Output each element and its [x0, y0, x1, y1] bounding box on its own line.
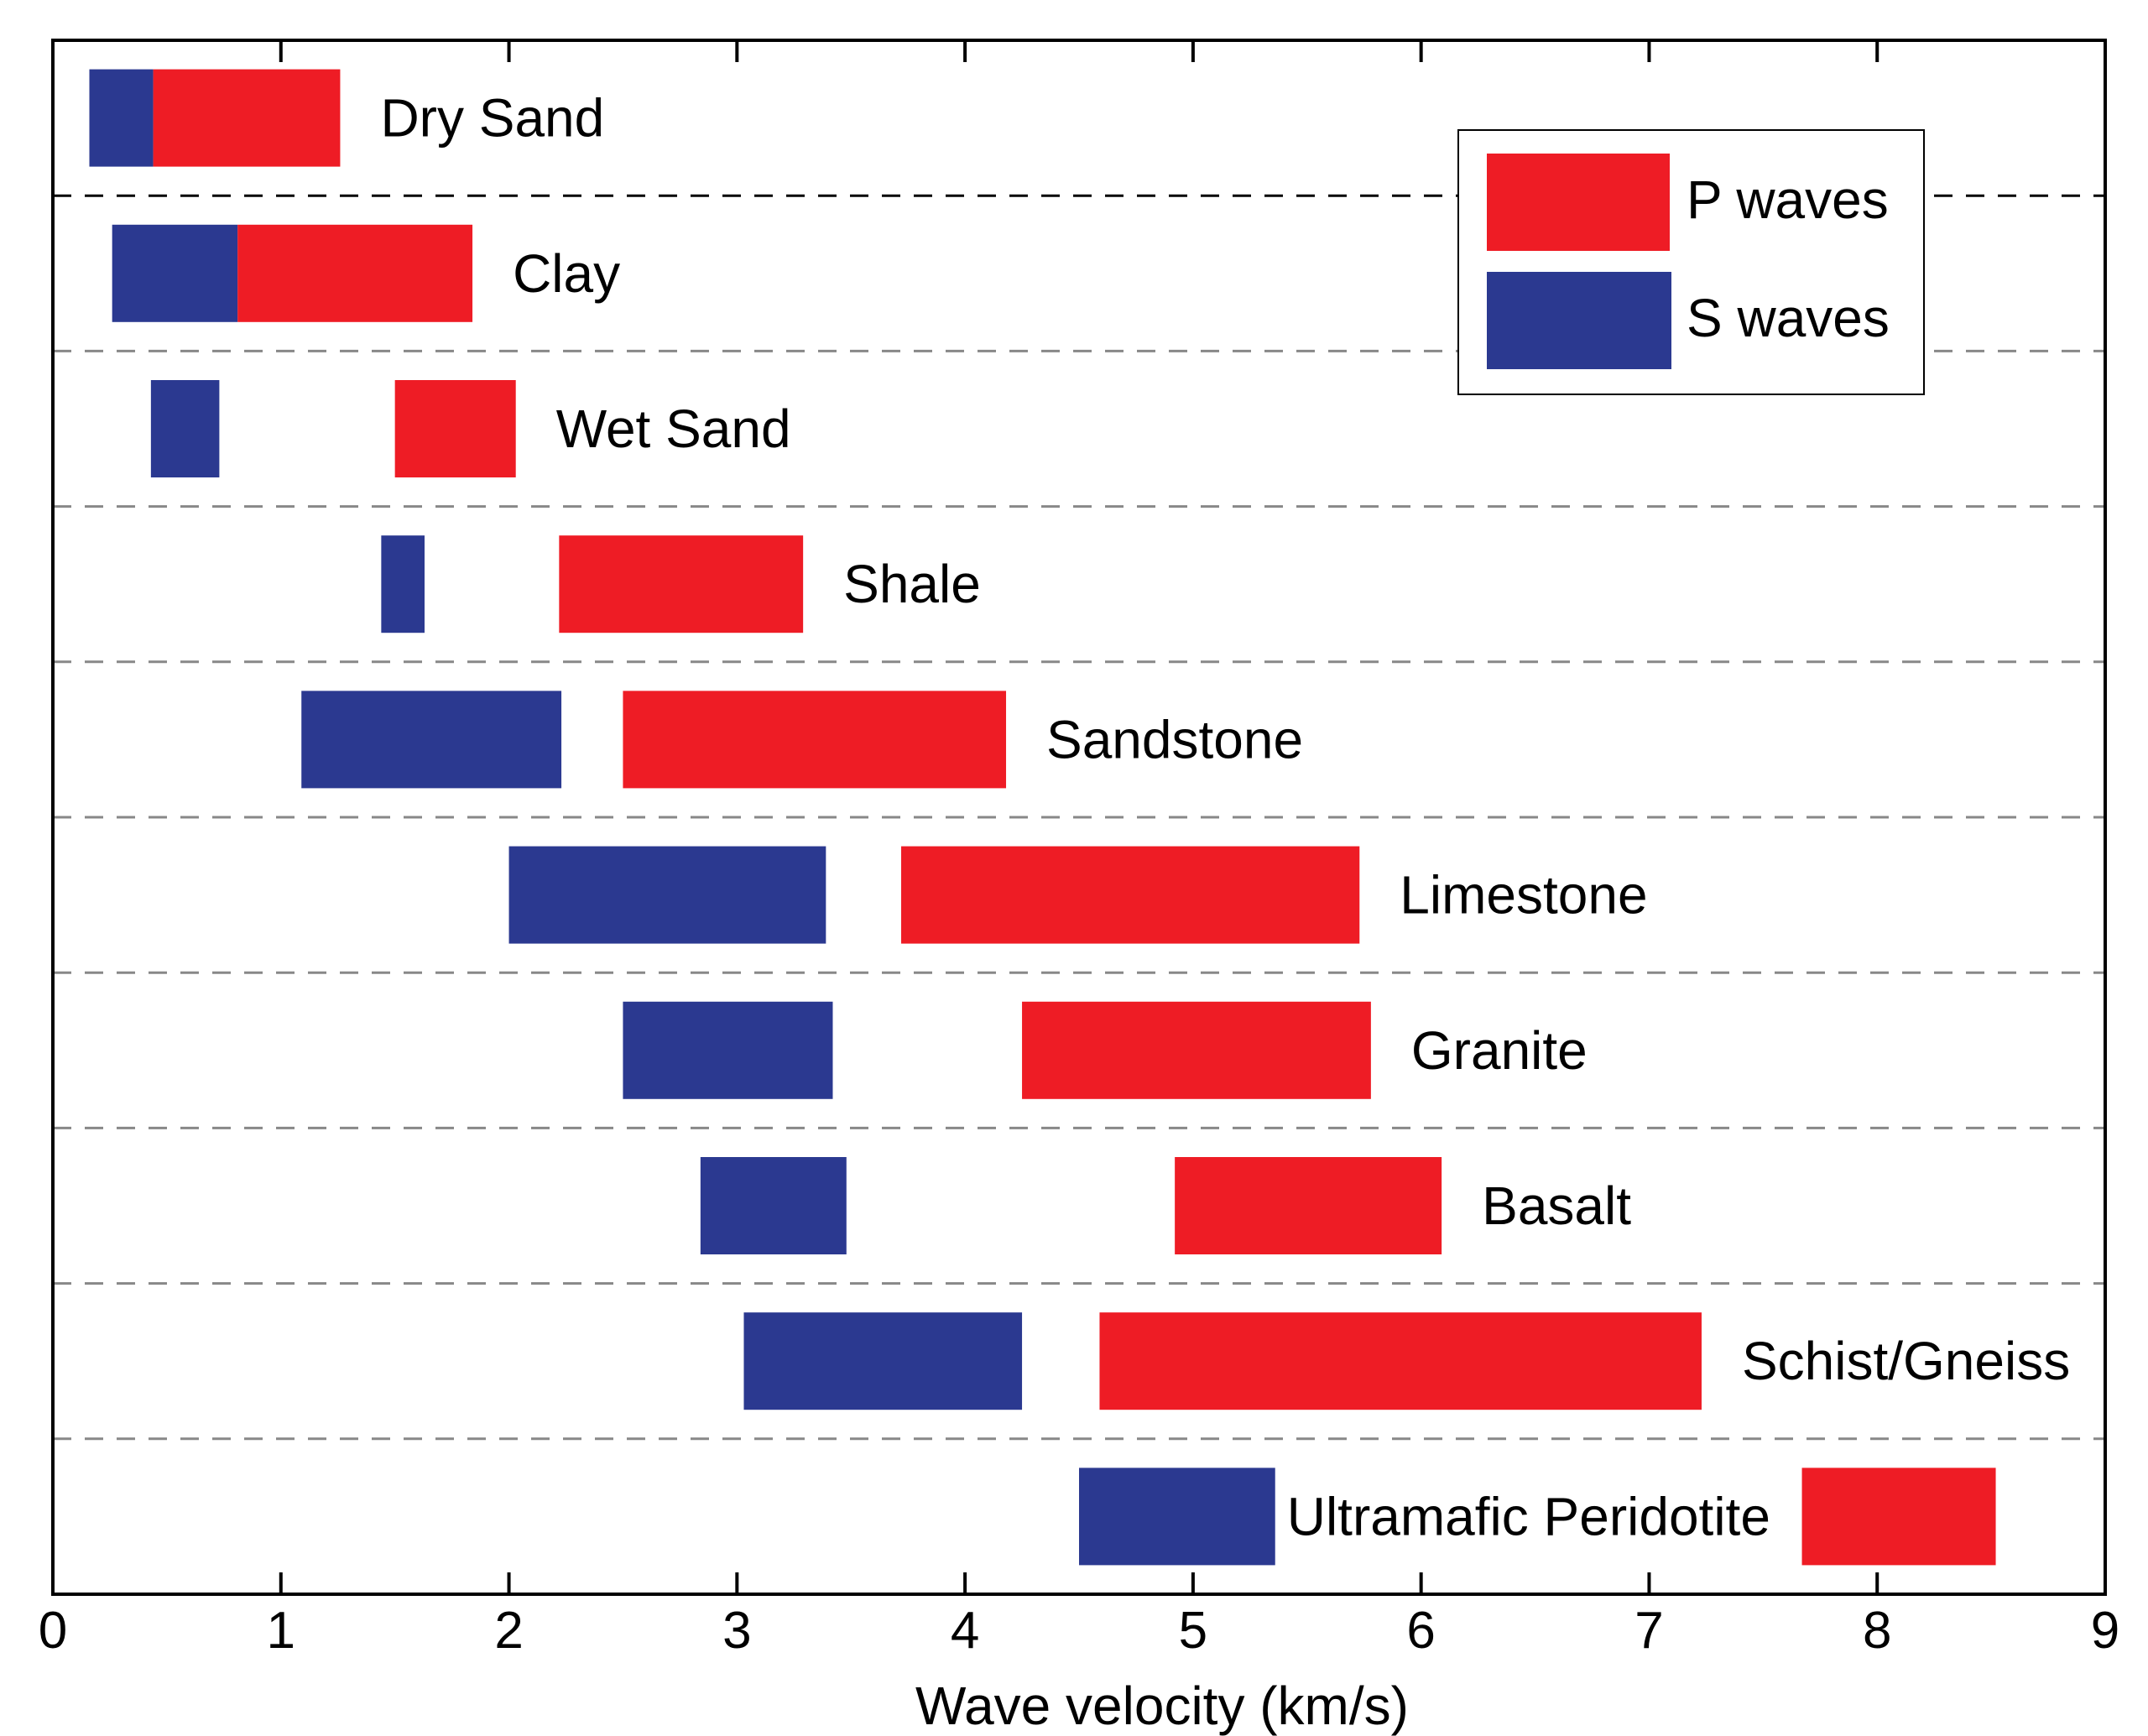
row-label-clay: Clay: [513, 243, 620, 304]
bar-s-clay: [112, 224, 238, 322]
row-labels: Dry Sand Clay Wet Sand Shale Sandstone Limest…: [380, 88, 2070, 1547]
bar-s-schist-gneiss: [743, 1312, 1023, 1410]
x-tick-label: 8: [1863, 1602, 1891, 1660]
x-tick-label: 9: [2091, 1602, 2119, 1660]
row-label-sandstone: Sandstone: [1046, 709, 1303, 769]
bar-p-clay: [237, 224, 473, 322]
bar-s-wet-sand: [150, 380, 220, 477]
legend-s-waves-swatch: [1487, 272, 1671, 369]
x-tick-label: 5: [1179, 1602, 1207, 1660]
bar-p-wet-sand: [394, 380, 516, 477]
bar-p-ultramafic-peridotite: [1801, 1468, 1996, 1566]
x-tick-label: 7: [1634, 1602, 1663, 1660]
bar-p-shale: [559, 535, 804, 633]
bar-s-limestone: [508, 846, 826, 944]
row-label-ultramafic-peridotite: Ultramafic Peridotite: [1287, 1486, 1770, 1546]
bar-s-sandstone: [301, 691, 562, 789]
legend: P waves S waves: [1457, 129, 1925, 395]
x-axis: 0 1 2 3 4 5 6 7 8 9: [39, 40, 2119, 1660]
row-label-basalt: Basalt: [1482, 1176, 1631, 1236]
bar-p-granite: [1022, 1001, 1371, 1099]
x-tick-label: 2: [494, 1602, 523, 1660]
x-tick-label: 0: [39, 1602, 67, 1660]
x-tick-label: 3: [722, 1602, 751, 1660]
bar-s-granite: [623, 1001, 833, 1099]
bar-s-shale: [381, 535, 425, 633]
row-separators: [53, 194, 2105, 1441]
x-tick-label: 6: [1406, 1602, 1435, 1660]
legend-p-waves-swatch: [1487, 154, 1670, 251]
bar-p-schist-gneiss: [1099, 1312, 1702, 1410]
row-label-granite: Granite: [1411, 1020, 1588, 1081]
x-axis-title: Wave velocity (km/s): [915, 1676, 1409, 1736]
bars-layer: [89, 69, 1996, 1566]
row-label-dry-sand: Dry Sand: [380, 88, 604, 149]
bar-s-dry-sand: [89, 69, 154, 167]
legend-s-waves-label: S waves: [1687, 288, 1890, 348]
bar-p-limestone: [901, 846, 1360, 944]
bar-p-sandstone: [623, 691, 1007, 789]
x-tick-label: 1: [267, 1602, 295, 1660]
bar-s-ultramafic-peridotite: [1079, 1468, 1275, 1566]
bar-s-basalt: [700, 1157, 847, 1254]
row-label-schist-gneiss: Schist/Gneiss: [1742, 1331, 2070, 1391]
row-label-shale: Shale: [843, 554, 981, 614]
legend-p-waves-label: P waves: [1687, 169, 1889, 230]
plot-frame: [51, 39, 2107, 1596]
row-label-wet-sand: Wet Sand: [556, 399, 791, 459]
bar-p-basalt: [1175, 1157, 1442, 1254]
row-label-limestone: Limestone: [1400, 865, 1647, 925]
x-tick-label: 4: [951, 1602, 979, 1660]
bar-p-dry-sand: [153, 69, 341, 167]
